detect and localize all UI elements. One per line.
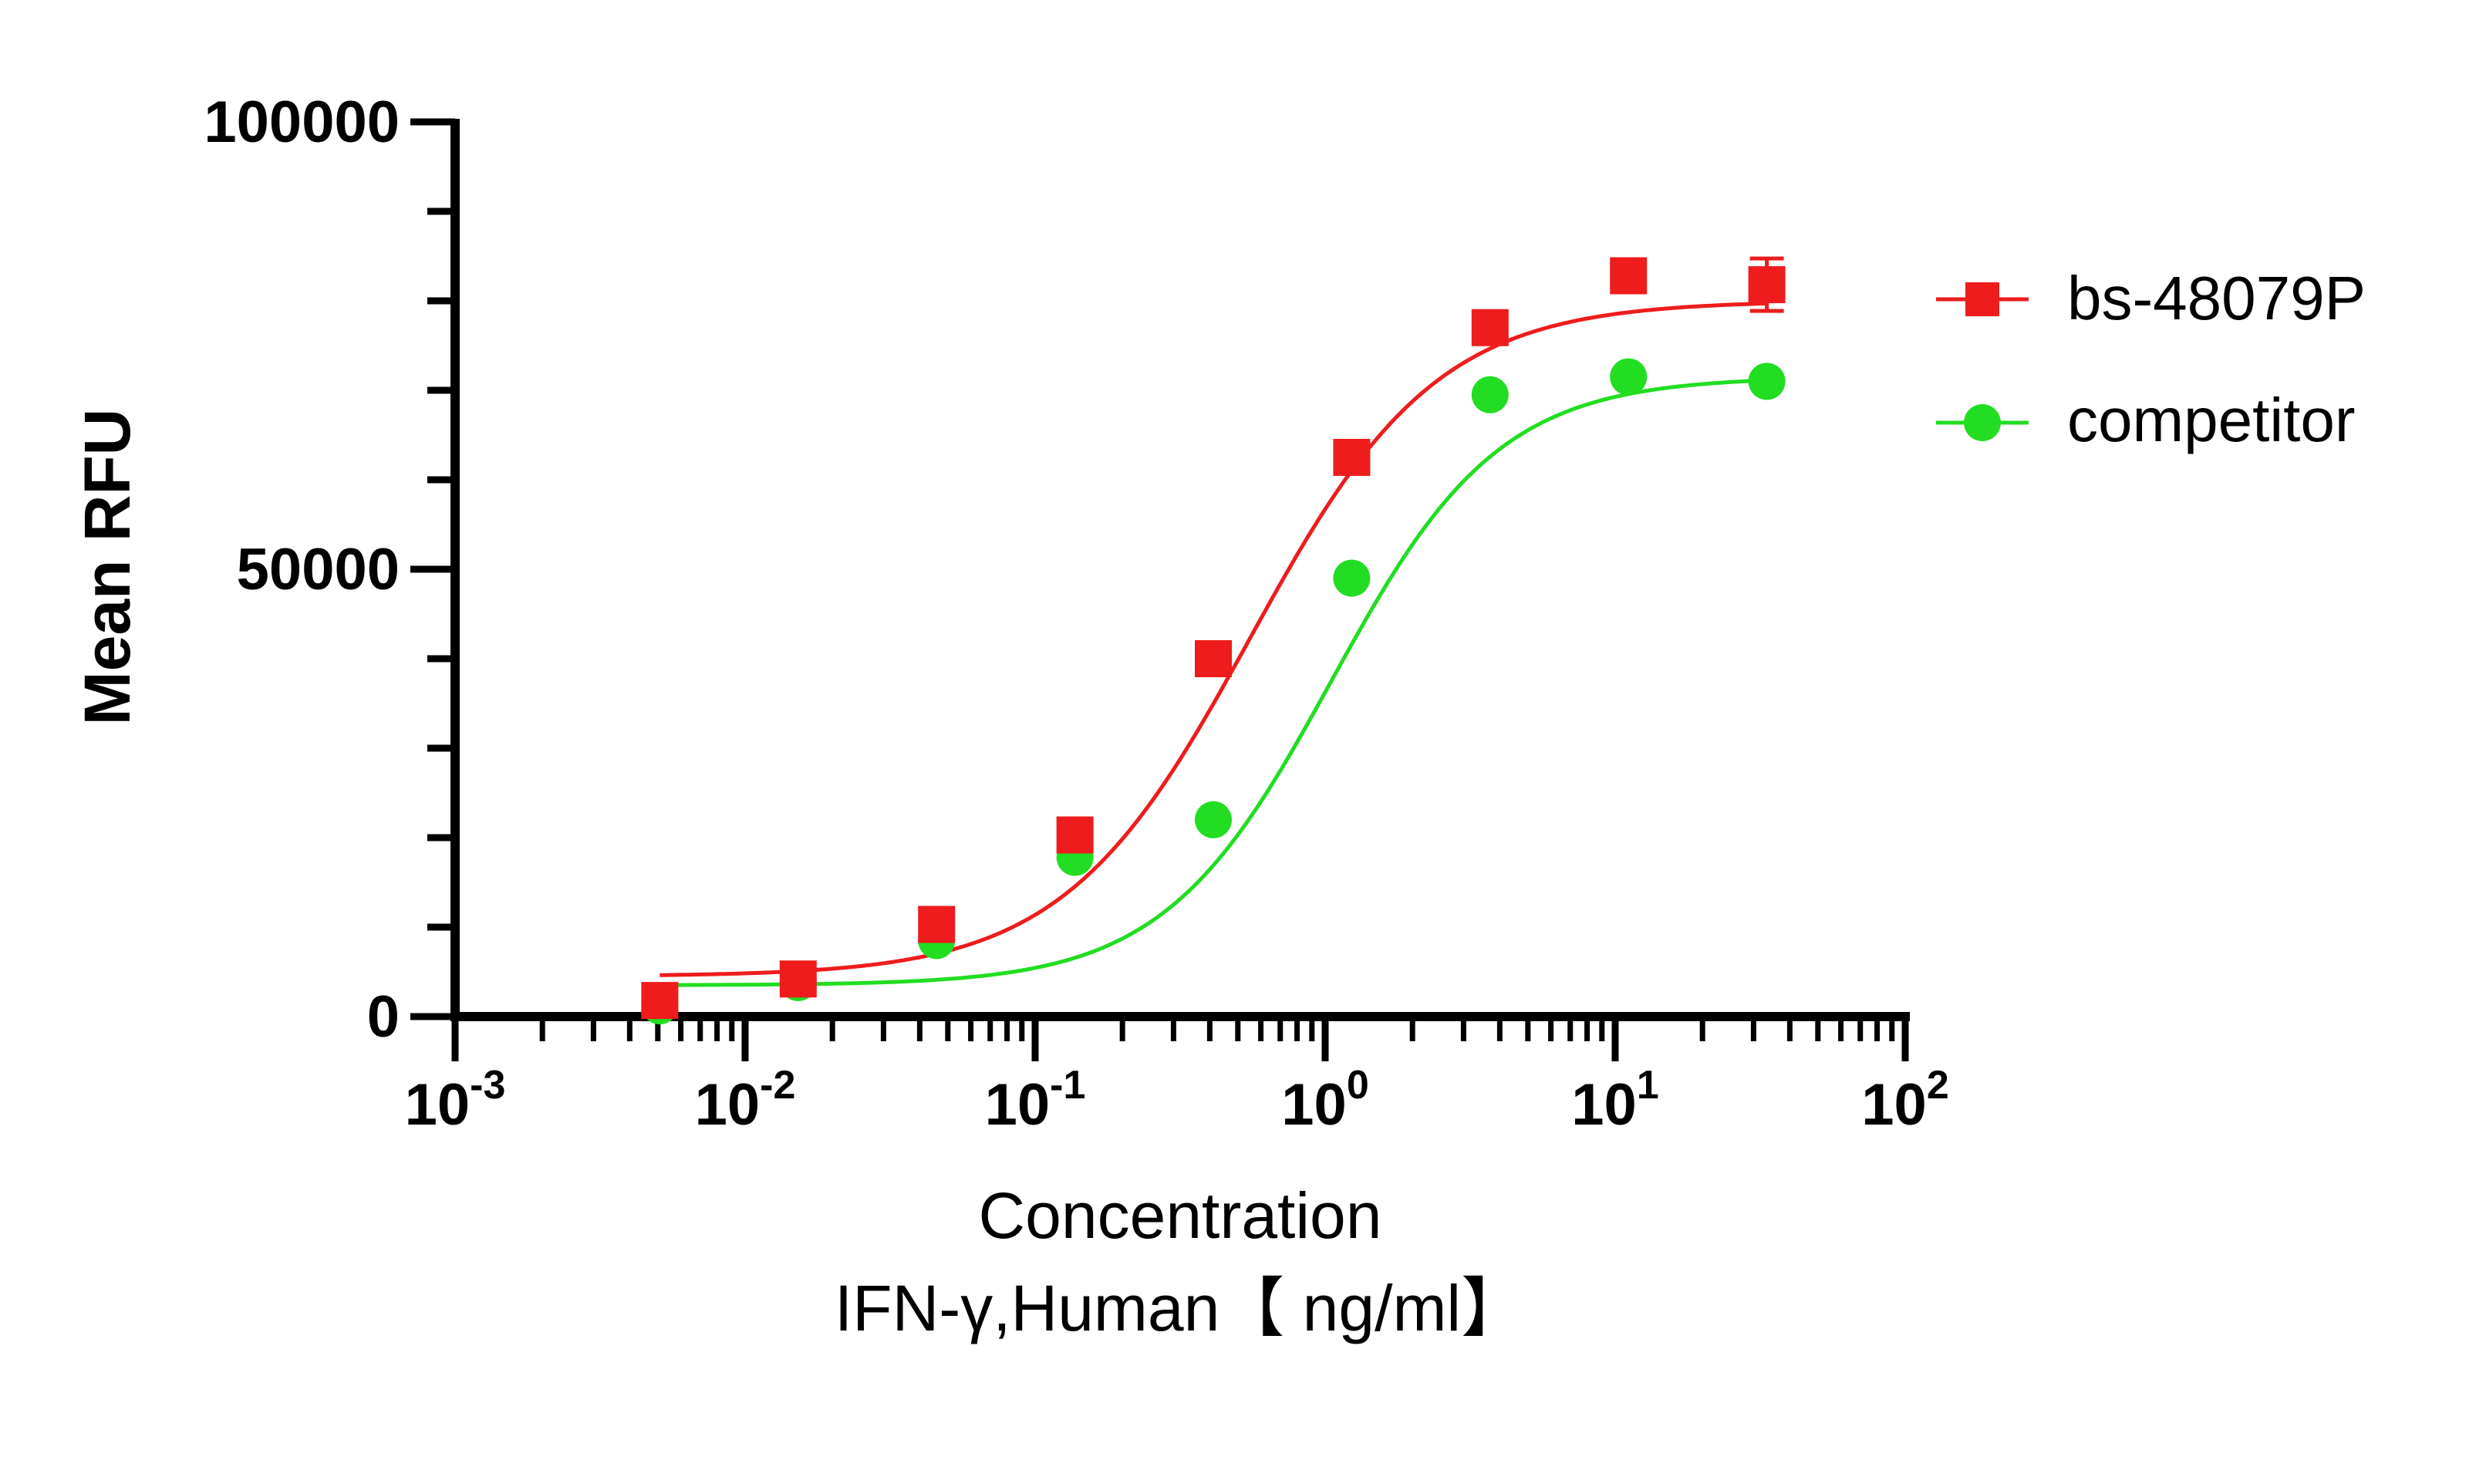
x-tick-exponent: -1 bbox=[1050, 1063, 1085, 1108]
data-point-competitor bbox=[1610, 358, 1648, 396]
y-tick-labels: 0 50000 100000 bbox=[204, 89, 400, 1050]
y-axis-title: Mean RFU bbox=[71, 409, 143, 726]
data-point-bs-48079P bbox=[1610, 257, 1648, 295]
x-tick-labels: 10-3 10-2 10-1 100 101 102 bbox=[405, 1063, 1949, 1138]
fit-curve-competitor bbox=[659, 378, 1767, 987]
legend-label-bs-48079P: bs-48079P bbox=[2067, 264, 2366, 332]
x-tick-base: 10 bbox=[405, 1072, 471, 1138]
x-tick-base: 10 bbox=[1571, 1072, 1637, 1138]
legend: bs-48079P competitor bbox=[1936, 264, 2366, 454]
x-axis-title-line2: IFN-γ,Human【 ng/ml】 bbox=[835, 1272, 1526, 1344]
data-point-competitor bbox=[1471, 376, 1509, 413]
data-point-competitor bbox=[1748, 363, 1786, 400]
legend-item-competitor: competitor bbox=[1936, 386, 2355, 454]
y-tick-label: 50000 bbox=[237, 537, 400, 602]
x-tick-base: 10 bbox=[695, 1072, 761, 1138]
data-point-bs-48079P bbox=[1195, 640, 1233, 677]
data-point-competitor bbox=[1333, 559, 1371, 597]
x-tick-exponent: 0 bbox=[1347, 1063, 1369, 1108]
x-tick-exponent: 1 bbox=[1637, 1063, 1659, 1108]
x-axis-title-line1: Concentration bbox=[979, 1179, 1382, 1252]
legend-label-competitor: competitor bbox=[2067, 386, 2355, 454]
data-markers bbox=[641, 256, 1786, 1025]
data-point-bs-48079P bbox=[1056, 816, 1094, 854]
legend-marker-bs-48079P bbox=[1965, 282, 1999, 316]
x-tick-exponent: 2 bbox=[1927, 1063, 1949, 1108]
data-point-bs-48079P bbox=[779, 960, 817, 998]
x-tick-label: 10-1 bbox=[985, 1063, 1086, 1138]
x-tick-label: 101 bbox=[1571, 1063, 1658, 1138]
data-point-bs-48079P bbox=[1333, 439, 1371, 476]
legend-item-bs-48079P: bs-48079P bbox=[1936, 264, 2366, 332]
x-tick-base: 10 bbox=[1861, 1072, 1927, 1138]
y-tick-label: 0 bbox=[367, 984, 400, 1050]
fit-curve-bs-48079P bbox=[659, 301, 1767, 977]
data-point-bs-48079P bbox=[918, 906, 956, 943]
data-point-bs-48079P bbox=[641, 982, 679, 1020]
x-tick-label: 10-3 bbox=[405, 1063, 506, 1138]
x-tick-label: 10-2 bbox=[695, 1063, 796, 1138]
x-tick-label: 102 bbox=[1861, 1063, 1948, 1138]
legend-marker-competitor bbox=[1964, 404, 2001, 441]
axes bbox=[410, 118, 1910, 1061]
data-point-competitor bbox=[1195, 801, 1233, 838]
data-point-bs-48079P bbox=[1471, 309, 1509, 346]
fit-curves bbox=[659, 301, 1767, 987]
x-tick-exponent: -3 bbox=[470, 1063, 505, 1108]
x-tick-label: 100 bbox=[1281, 1063, 1368, 1138]
y-tick-label: 100000 bbox=[204, 89, 400, 155]
x-tick-base: 10 bbox=[1281, 1072, 1347, 1138]
x-tick-exponent: -2 bbox=[760, 1063, 795, 1108]
x-tick-base: 10 bbox=[985, 1072, 1051, 1138]
